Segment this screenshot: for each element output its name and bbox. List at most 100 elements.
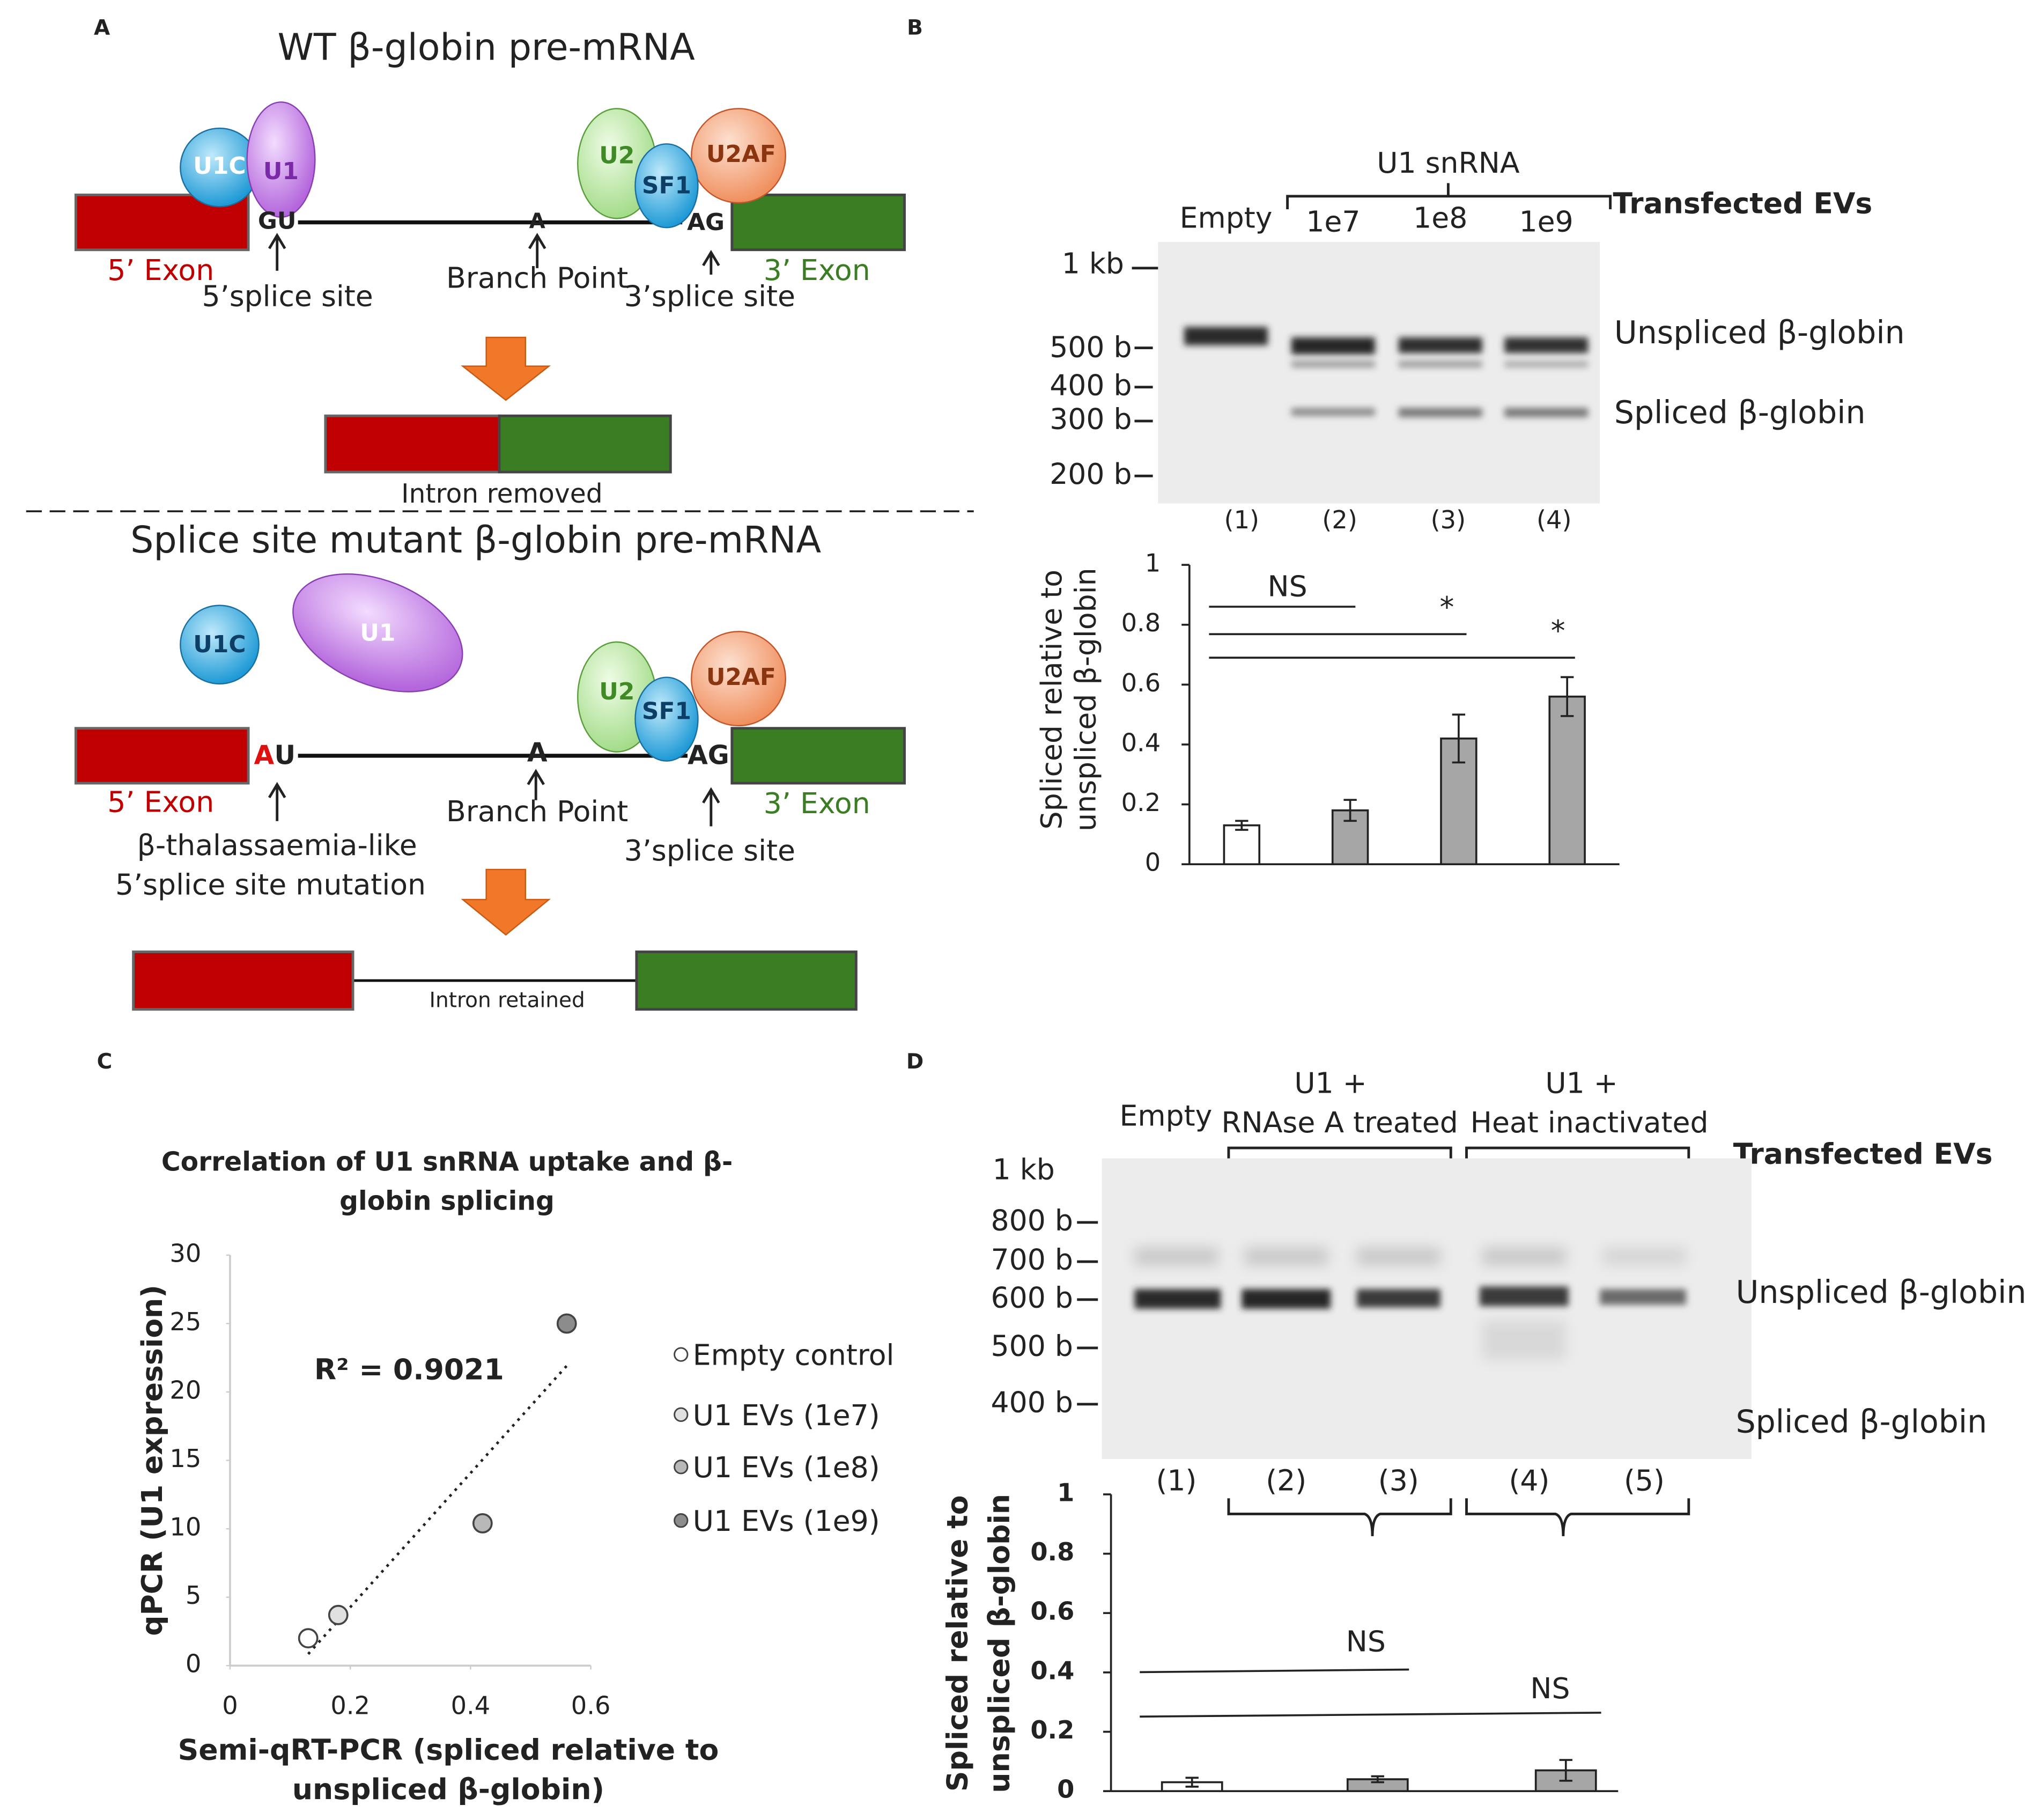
y-tick-label: 0.4 <box>1121 728 1161 757</box>
protein-label: U2 <box>599 678 634 705</box>
significance-lines <box>1140 606 1601 1718</box>
band-label: Spliced β-globin <box>1736 1403 1988 1440</box>
exon-5 <box>132 950 354 1011</box>
protein-label: SF1 <box>642 172 691 200</box>
lane-number: (1) <box>1156 1464 1196 1498</box>
gel <box>1158 242 1600 504</box>
y-tick-label: 0.2 <box>1030 1715 1074 1744</box>
y-tick-label: 15 <box>169 1444 201 1473</box>
result-label: Intron removed <box>401 479 603 509</box>
label: 3’ Exon <box>764 253 870 287</box>
lane-label: 1e7 <box>1306 205 1360 239</box>
marker-label: 200 b <box>1050 457 1132 491</box>
marker-label: 1 kb <box>993 1153 1055 1187</box>
chart-title: Correlation of U1 snRNA uptake and β- <box>161 1147 733 1177</box>
bar <box>1223 824 1261 866</box>
y-tick-label: 0.2 <box>1121 788 1161 817</box>
y-tick-label: 5 <box>186 1581 201 1610</box>
condition-label: Transfected EVs <box>1733 1137 1993 1170</box>
marker-label: 1 kb <box>1062 247 1124 281</box>
protein-label: U1C <box>193 152 246 180</box>
site-label: A <box>254 740 274 770</box>
legend-label: U1 EVs (1e8) <box>693 1450 880 1484</box>
y-axis-label: unspliced β-globin <box>1068 568 1102 831</box>
panel-label: C <box>97 1050 113 1074</box>
marker-label: 400 b <box>991 1385 1073 1419</box>
marker-ticks <box>1132 267 1158 477</box>
label: Branch Point <box>446 794 628 828</box>
label: 3’splice site <box>624 279 795 313</box>
protein-label: U1 <box>360 619 395 646</box>
site-label: AG <box>688 740 729 770</box>
trendline <box>307 1365 568 1655</box>
x-tick-label: 0.6 <box>571 1691 611 1720</box>
marker-label: 400 b <box>1050 368 1132 402</box>
band-label: Spliced β-globin <box>1614 394 1866 431</box>
protein-label: U2AF <box>706 141 776 168</box>
point <box>328 1604 349 1625</box>
lane-label: Empty <box>1180 201 1273 234</box>
protein <box>246 101 316 218</box>
y-tick-label: 0 <box>1145 848 1161 877</box>
lane-label: U1 + <box>1545 1066 1617 1100</box>
y-tick-label: 0 <box>186 1649 201 1678</box>
lane-label: 1e9 <box>1519 205 1573 239</box>
label: 3’splice site <box>624 834 795 867</box>
diagram-title: Splice site mutant β-globin pre-mRNA <box>130 519 821 562</box>
label: 5’splice site <box>202 279 373 313</box>
y-tick-label: 0.8 <box>1121 608 1161 637</box>
point <box>472 1513 493 1534</box>
mutant-diagram: Splice site mutant β-globin pre-mRNA U1C… <box>74 519 906 1013</box>
wt-diagram: WT β-globin pre-mRNA U1C U1 U2 SF1 U2AF … <box>74 26 906 509</box>
exon-3 <box>498 414 672 474</box>
x-tick-label: 0 <box>222 1691 238 1720</box>
marker-ticks <box>1077 1221 1098 1406</box>
y-tick-label: 0.4 <box>1030 1656 1074 1685</box>
annotation: NS <box>1530 1671 1570 1705</box>
y-tick-label: 10 <box>169 1513 201 1542</box>
protein <box>691 631 786 727</box>
legend-marker <box>674 1407 689 1422</box>
lane-number: (3) <box>1431 505 1466 534</box>
x-axis-label: Semi-qRT-PCR (spliced relative to <box>178 1733 719 1767</box>
lane-number: (2) <box>1266 1464 1306 1498</box>
exon-5 <box>74 727 250 785</box>
lane-number: (4) <box>1509 1464 1550 1498</box>
marker-label: 300 b <box>1050 402 1132 436</box>
y-tick-label: 1 <box>1057 1478 1074 1507</box>
lane-label: U1 + <box>1294 1066 1366 1100</box>
y-tick-label: 25 <box>169 1307 201 1336</box>
y-tick-label: 30 <box>169 1239 201 1268</box>
condition-label: Transfected EVs <box>1613 187 1872 220</box>
site-label: AG <box>687 209 725 236</box>
panel-label: A <box>94 16 110 40</box>
protein-label: U1C <box>193 631 246 658</box>
error-bar <box>1343 799 1357 822</box>
error-bar <box>1235 820 1248 831</box>
faint-bands <box>1134 1247 1686 1360</box>
point <box>556 1313 577 1334</box>
legend-marker <box>674 1460 689 1475</box>
x-axis-label: unspliced β-globin) <box>292 1772 604 1806</box>
bracket <box>1227 1498 1690 1536</box>
error-bar <box>1559 1759 1572 1782</box>
gel-b: U1 snRNA Empty 1e7 1e8 1e9 Transfected E… <box>1050 146 1905 534</box>
label: 5’ Exon <box>107 785 214 819</box>
process-arrow <box>461 868 551 936</box>
legend-label: U1 EVs (1e7) <box>693 1398 880 1432</box>
point <box>298 1628 319 1649</box>
band-label: Unspliced β-globin <box>1736 1274 2027 1310</box>
site-label: A <box>527 738 548 768</box>
site-label: GU <box>258 208 297 235</box>
marker-label: 500 b <box>991 1329 1073 1363</box>
annotation: * <box>1440 591 1454 624</box>
marker-label: 700 b <box>991 1243 1073 1277</box>
y-axis-label: Spliced relative to <box>1035 570 1068 829</box>
bracket <box>1227 1146 1690 1159</box>
error-bar <box>1185 1777 1199 1788</box>
annotation: NS <box>1268 570 1307 603</box>
y-axis-label: qPCR (U1 expression) <box>135 1285 169 1636</box>
protein-label: U2AF <box>706 664 776 691</box>
legend-marker <box>674 1513 689 1528</box>
lane-number: (5) <box>1624 1464 1665 1498</box>
